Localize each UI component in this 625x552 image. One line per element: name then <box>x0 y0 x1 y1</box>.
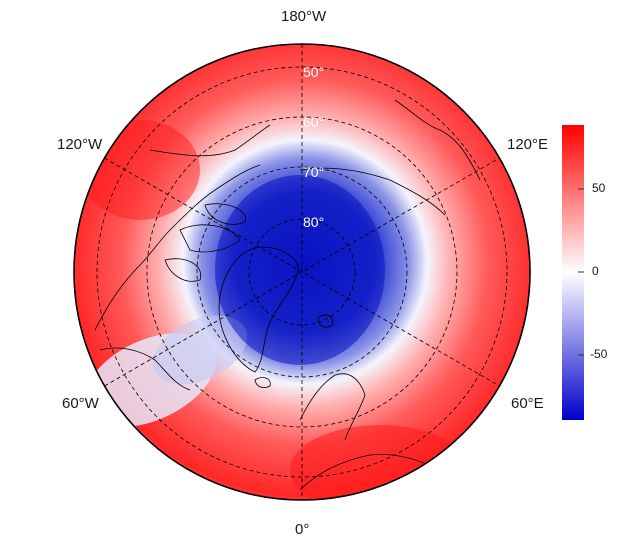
lat-label-80: 80° <box>303 214 324 230</box>
meridian-120 <box>104 157 500 387</box>
lon-label-120e: 120°E <box>507 136 549 153</box>
colorbar-label-50: 50 <box>592 181 606 195</box>
colorbar-label-0: 0 <box>592 264 599 278</box>
colorbar <box>562 125 584 420</box>
lon-label-0: 0° <box>295 521 310 538</box>
meridian-60 <box>104 157 500 387</box>
lon-label-60w: 60°W <box>62 395 99 412</box>
graticule <box>96 44 508 500</box>
lon-label-120w: 120°W <box>57 136 103 153</box>
lat-label-50: 50° <box>303 64 324 80</box>
map-border <box>73 43 531 501</box>
lat-circle-50 <box>96 66 508 478</box>
lon-label-60e: 60°E <box>511 395 544 412</box>
lat-label-70: 70° <box>303 164 324 180</box>
field-layer: 50° 60° 70° 80° <box>74 44 530 500</box>
lon-label-180w: 180°W <box>281 8 327 25</box>
lat-circle-80 <box>248 218 356 326</box>
coastlines <box>94 99 481 491</box>
lat-label-60: 60° <box>303 114 324 130</box>
colorbar-label-neg50: -50 <box>590 347 608 361</box>
